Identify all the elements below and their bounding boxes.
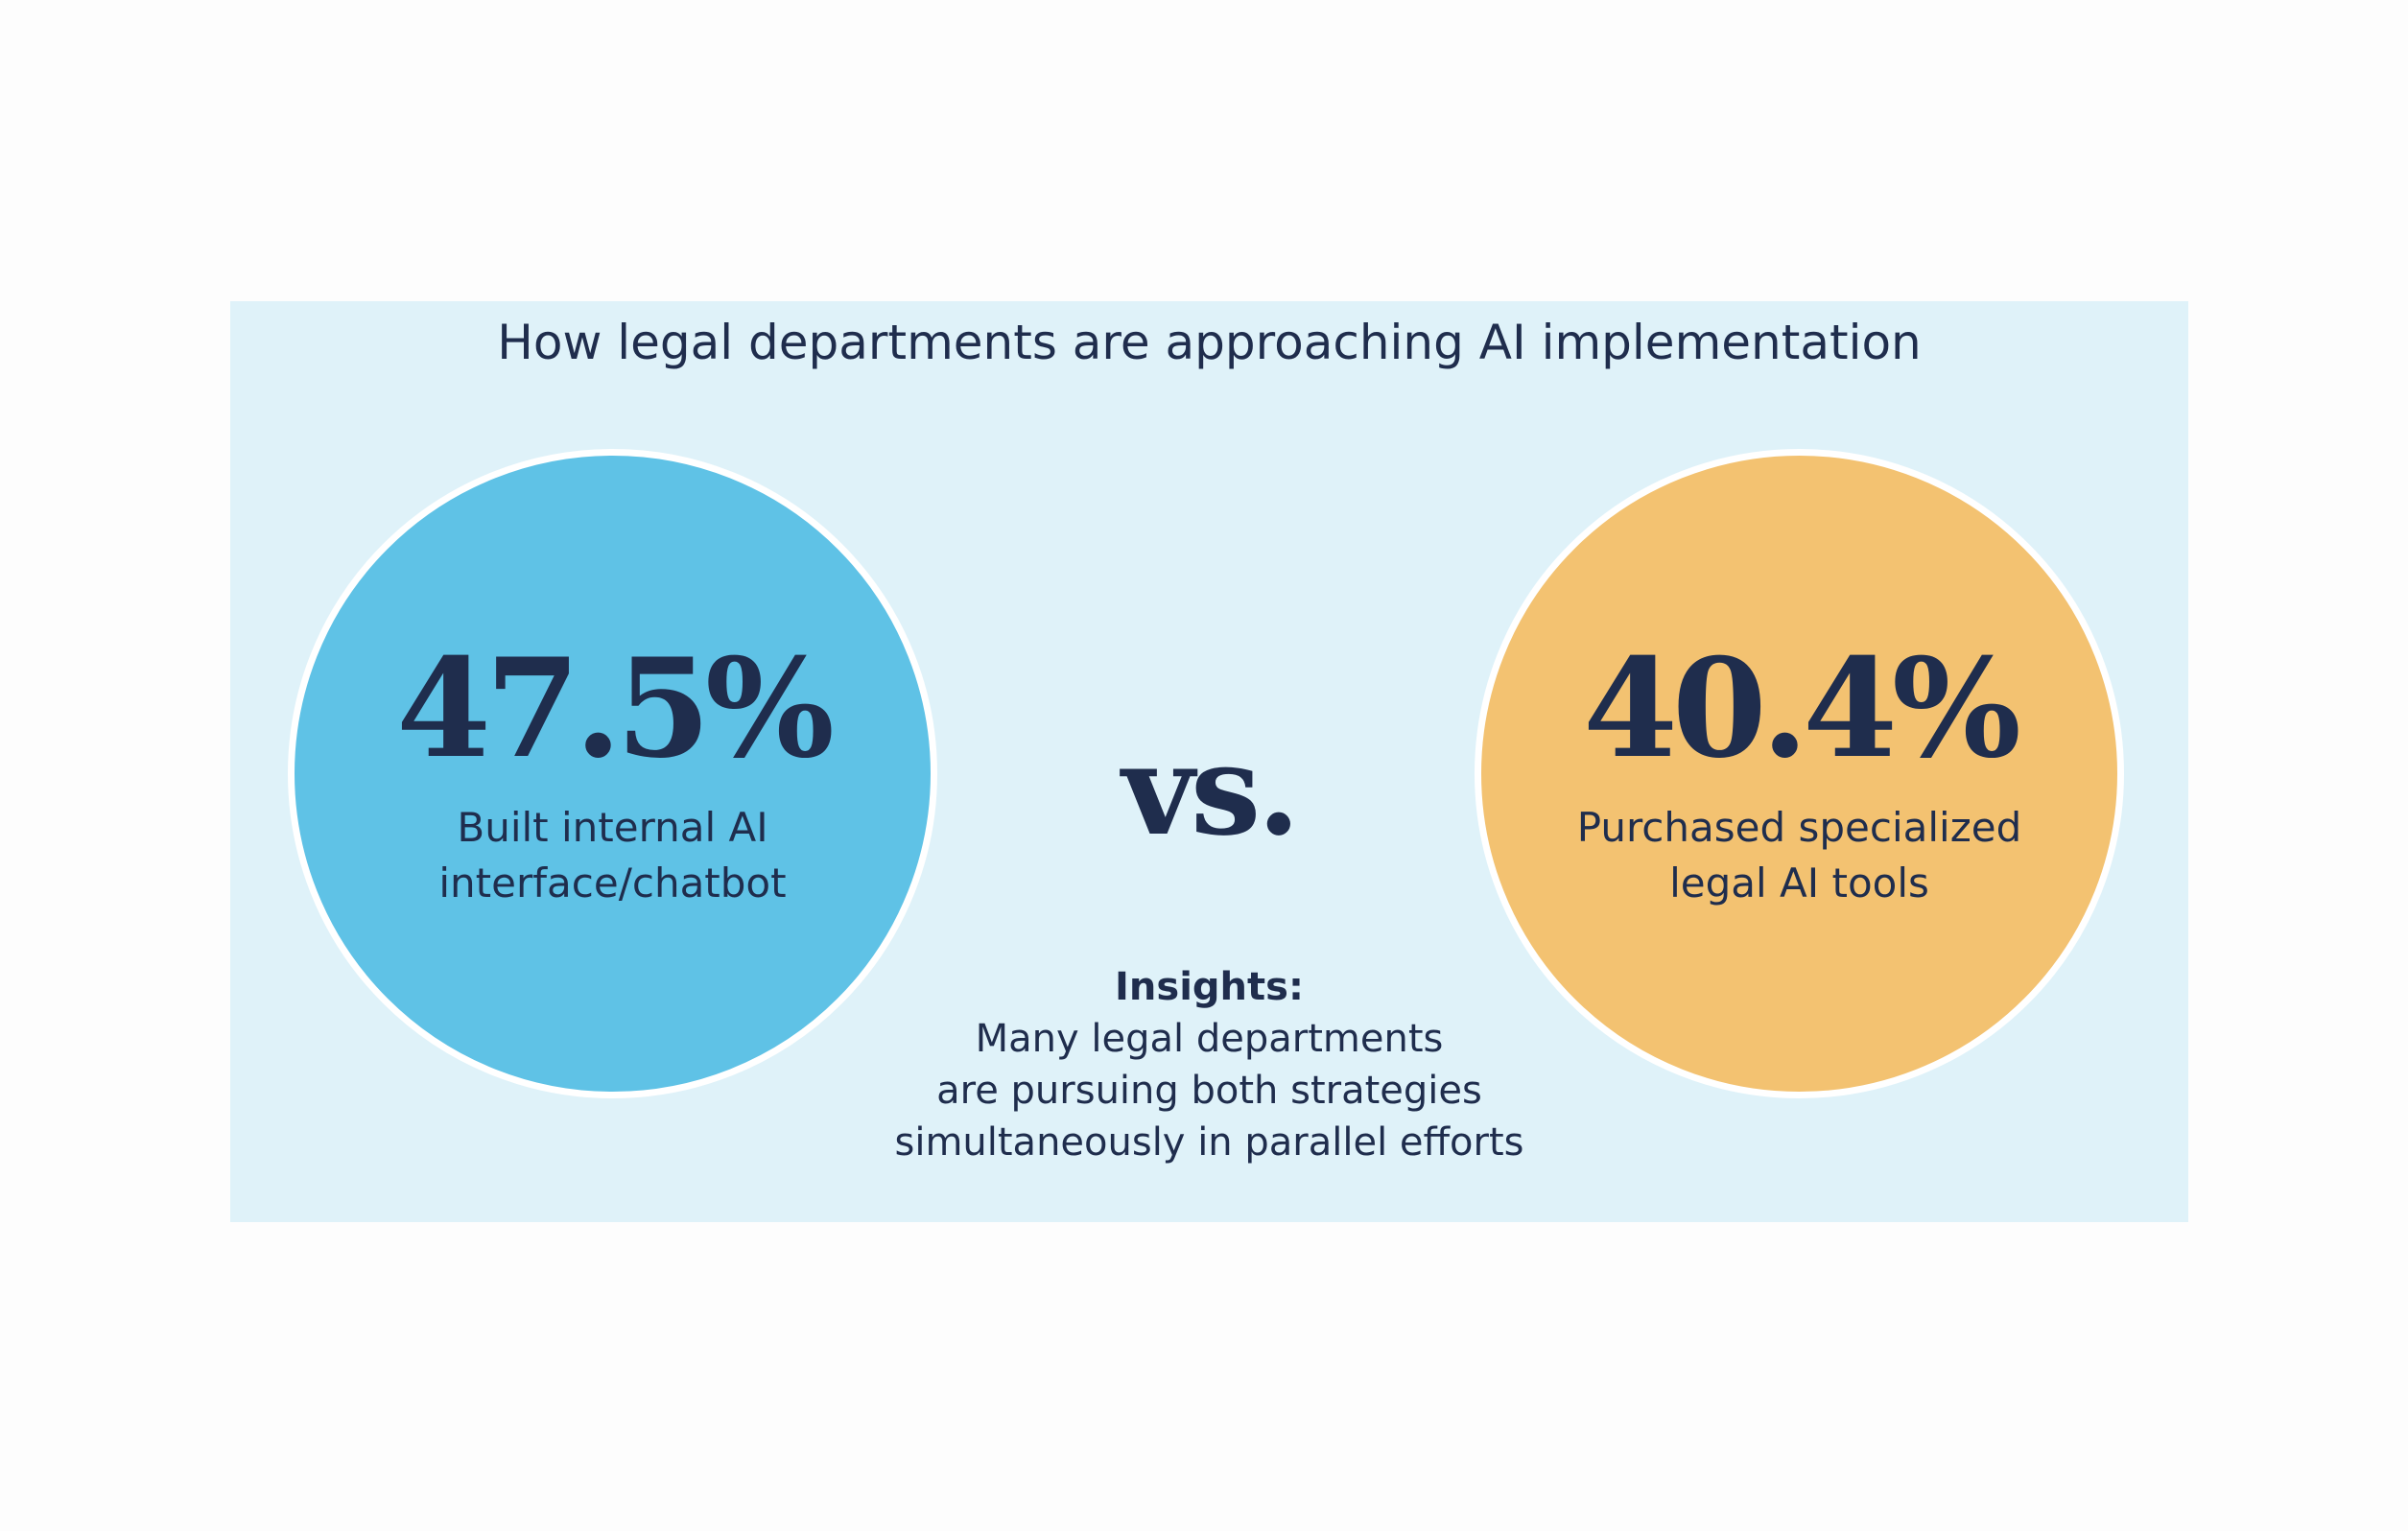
right-stat-content: 40.4% Purchased specialized legal AI too…	[1481, 456, 2117, 1092]
left-stat-circle: 47.5% Built internal AI interface/chatbo…	[288, 449, 937, 1098]
right-stat-label: Purchased specialized legal AI tools	[1576, 803, 2022, 907]
insights-heading: Insights:	[1115, 965, 1304, 1009]
insights-line: are pursuing both strategies	[936, 1069, 1482, 1113]
insights-block: Insights: Many legal departments are pur…	[230, 961, 2188, 1168]
right-stat-circle: 40.4% Purchased specialized legal AI too…	[1475, 449, 2124, 1098]
infographic-title: How legal departments are approaching AI…	[497, 315, 1922, 370]
insights-line: Many legal departments	[975, 1017, 1444, 1061]
right-stat-value: 40.4%	[1583, 628, 2021, 789]
left-stat-content: 47.5% Built internal AI interface/chatbo…	[295, 456, 931, 1092]
insights-line: simultaneously in parallel efforts	[894, 1120, 1524, 1165]
left-stat-value: 47.5%	[396, 628, 835, 789]
vs-label: vs.	[1121, 717, 1301, 863]
left-stat-label: Built internal AI interface/chatbot	[438, 803, 787, 907]
infographic-panel: How legal departments are approaching AI…	[230, 301, 2188, 1222]
